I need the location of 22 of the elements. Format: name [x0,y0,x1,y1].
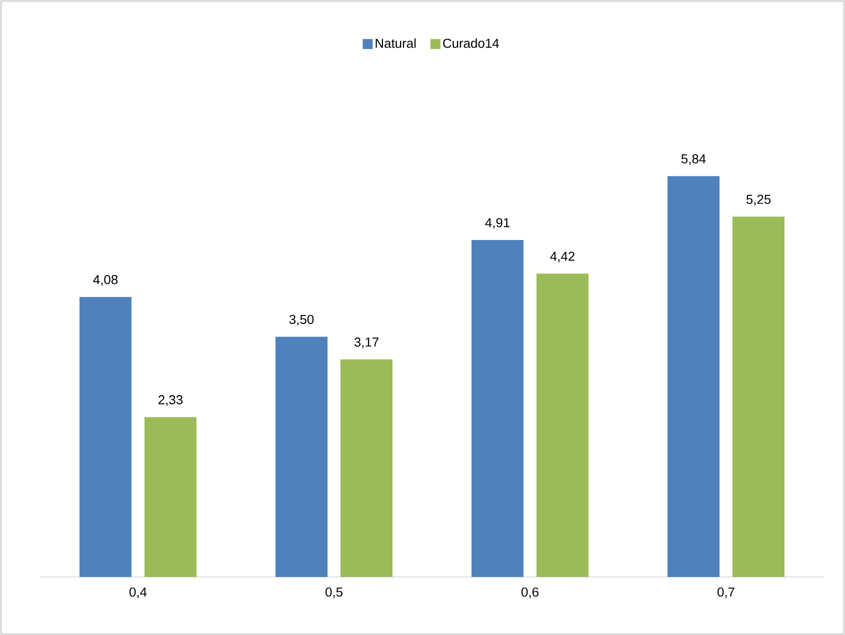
data-label: 4,42 [550,252,574,262]
legend-label: Curado14 [443,38,499,48]
bar [144,417,197,577]
bar [80,296,132,577]
x-tick-label: 0,7 [718,587,734,598]
bar [732,216,785,577]
x-tick-label: 0,6 [522,587,538,598]
x-tick-label: 0,5 [326,587,342,598]
legend-label: Natural [376,38,416,48]
x-tick-label: 0,4 [130,587,147,598]
bar [472,240,524,577]
bar [668,176,720,577]
data-label: 5,84 [681,154,706,165]
data-label: 4,91 [485,218,510,229]
bar [340,359,393,577]
data-label: 5,25 [746,194,771,206]
bar [276,336,328,577]
data-label: 2,33 [158,395,183,406]
bar [536,274,589,577]
data-label: 3,50 [289,314,314,326]
data-label: 4,08 [93,275,118,286]
data-label: 3,17 [354,338,378,348]
